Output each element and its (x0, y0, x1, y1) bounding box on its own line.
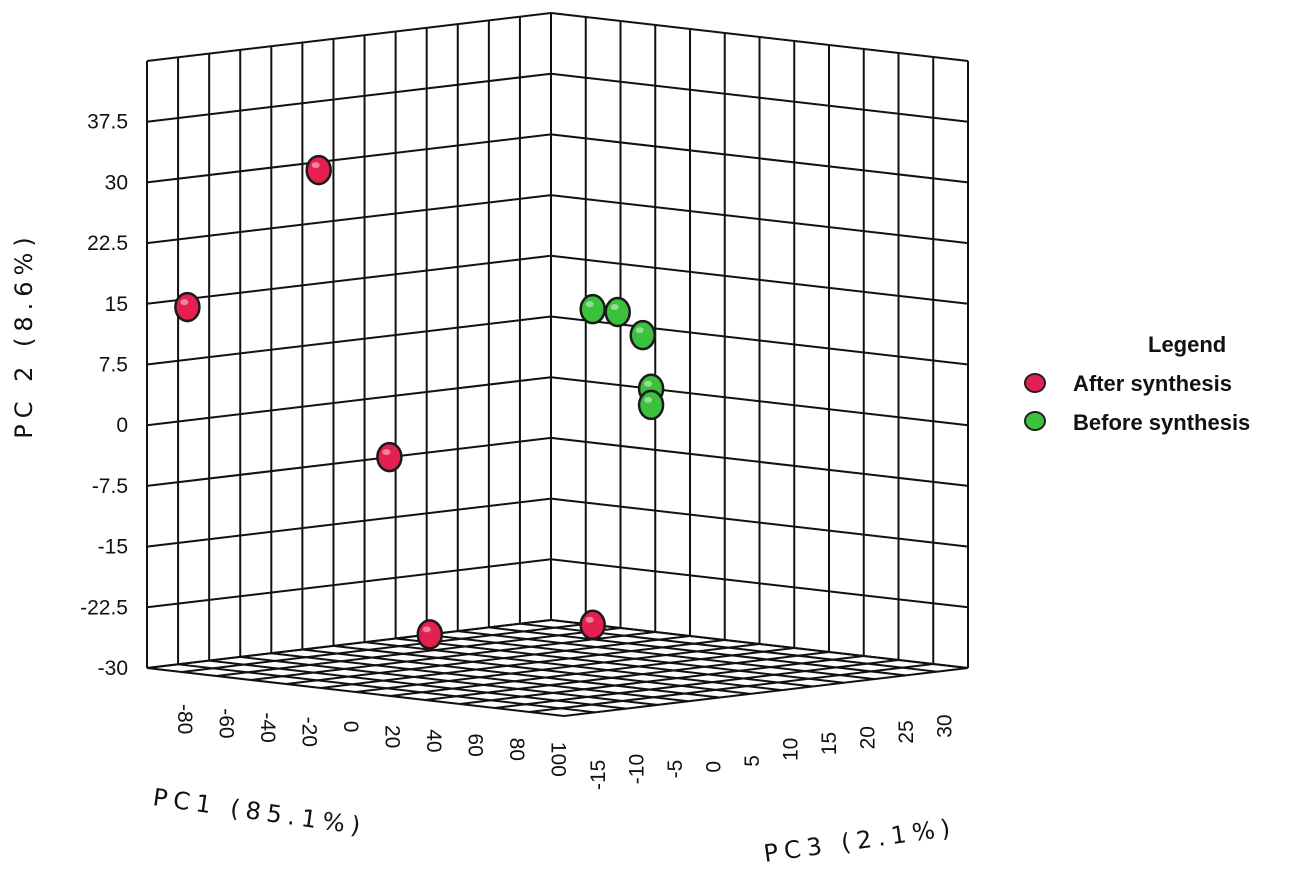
y-tick-label: 30 (105, 171, 128, 194)
point-before-synthesis (579, 293, 606, 325)
right-wall-hline (550, 254, 969, 305)
y-tick-label: -15 (98, 536, 128, 559)
y-tick-label: 0 (116, 414, 128, 437)
floor-line-z (320, 639, 725, 689)
point-highlight (180, 299, 189, 306)
point-after-synthesis (174, 291, 201, 323)
left-wall-hline (146, 12, 552, 62)
x-tick-label: 100 (547, 742, 570, 777)
legend-label-after: After synthesis (1073, 371, 1232, 396)
y-tick-label: 37.5 (87, 111, 128, 134)
y-axis-title: PC 2 (8.6%) (10, 231, 38, 438)
floor-line-z (146, 619, 552, 669)
left-wall-hline (146, 376, 552, 427)
legend-label-before: Before synthesis (1073, 410, 1250, 435)
x-tick-label: 40 (422, 729, 445, 752)
floor-line-z (563, 667, 969, 717)
point-highlight (635, 327, 644, 334)
left-wall-hline (146, 436, 552, 487)
x-tick-label: 80 (505, 738, 528, 761)
data-points (174, 154, 665, 650)
right-wall-hline (550, 133, 969, 184)
floor-line-z (181, 623, 586, 673)
left-wall-hline (146, 254, 552, 305)
x-tick-label: -40 (256, 712, 279, 742)
x-tick-label: 60 (464, 733, 487, 756)
right-wall-hline (550, 12, 969, 62)
point-after-synthesis (376, 441, 403, 473)
floor-line-z (494, 659, 899, 709)
point-before-synthesis (637, 389, 665, 421)
y-tick-label: -22.5 (80, 596, 128, 619)
point-highlight (644, 380, 653, 387)
right-wall-hline (550, 72, 969, 123)
y-tick-label: 15 (105, 293, 128, 316)
floor-line-z (216, 627, 621, 677)
right-wall-hline (550, 436, 969, 487)
y-tick-label: 22.5 (87, 232, 128, 255)
floor-line-z (529, 663, 934, 713)
right-wall-hline (550, 558, 969, 609)
right-wall-hline (550, 376, 969, 427)
x-tick-label: -20 (298, 717, 321, 747)
right-wall-hline (550, 194, 969, 245)
point-highlight (422, 626, 431, 633)
legend-marker-before (1024, 411, 1046, 431)
x-axis-title: PC1 (85.1%) (151, 783, 368, 841)
left-wall-hline (146, 194, 552, 245)
right-wall-hline (550, 497, 969, 548)
point-after-synthesis (416, 619, 444, 650)
left-wall-hline (146, 315, 552, 366)
point-before-synthesis (629, 319, 656, 351)
z-tick-label: 0 (703, 761, 726, 773)
floor-line-z (285, 635, 691, 685)
point-highlight (585, 616, 594, 623)
left-wall-hline (146, 72, 552, 123)
floor-line-z (355, 643, 760, 693)
z-tick-label: 20 (857, 726, 880, 749)
floor-line-z (459, 655, 864, 705)
left-wall-hline (146, 497, 552, 548)
legend: Legend After synthesis Before synthesis (1024, 332, 1250, 435)
z-tick-label: 5 (741, 755, 764, 767)
floor-line-z (424, 651, 830, 701)
legend-marker-after (1024, 373, 1046, 393)
point-highlight (382, 449, 391, 456)
z-tick-label: -5 (664, 760, 687, 779)
point-highlight (585, 301, 594, 308)
x-tick-label: 20 (381, 725, 404, 748)
legend-title: Legend (1148, 332, 1226, 357)
point-after-synthesis (579, 609, 606, 641)
x-tick-label: -60 (215, 708, 238, 738)
z-axis-title: PC3 (2.1%) (762, 813, 958, 868)
z-tick-label: 30 (934, 714, 957, 737)
left-wall-hline (146, 558, 552, 609)
floor-line-z (251, 631, 656, 681)
y-tick-label: 7.5 (99, 354, 128, 377)
z-tick-label: 25 (895, 720, 918, 743)
y-tick-label: -7.5 (92, 475, 128, 498)
point-highlight (644, 396, 653, 403)
point-highlight (311, 162, 320, 169)
point-highlight (610, 304, 619, 311)
floor-line-z (390, 647, 795, 697)
grid-walls (146, 12, 969, 717)
y-tick-label: -30 (98, 657, 128, 680)
x-tick-label: -80 (173, 704, 196, 734)
axis-ticks: 37.5 30 22.5 15 7.5 0 -7.5 -15 -22.5 -30 -80 -60 -40… (80, 111, 956, 790)
left-wall-hline (146, 133, 552, 184)
z-tick-label: -15 (587, 760, 610, 790)
x-tick-label: 0 (339, 721, 362, 733)
point-after-synthesis (305, 154, 332, 186)
z-tick-label: -10 (626, 754, 649, 784)
point-before-synthesis (604, 296, 631, 328)
z-tick-label: 10 (780, 738, 803, 761)
z-tick-label: 15 (818, 732, 841, 755)
